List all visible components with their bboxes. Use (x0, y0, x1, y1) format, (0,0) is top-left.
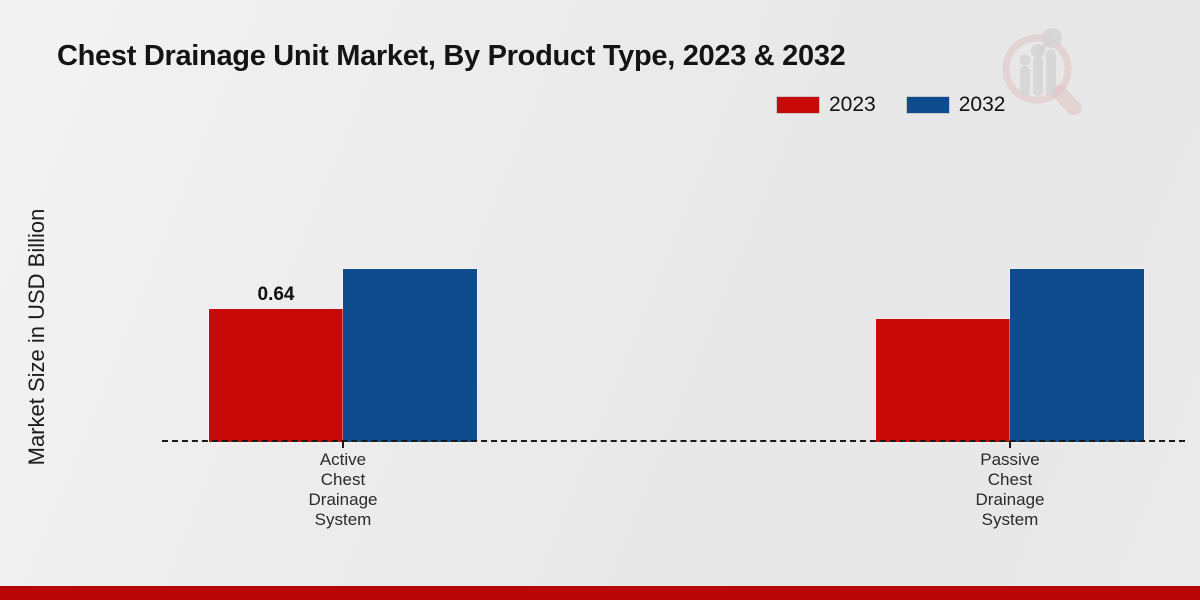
bar-value-label: 0.64 (257, 284, 295, 305)
legend-label-2032: 2032 (958, 93, 1006, 116)
legend-item-2032: 2032 (905, 93, 1006, 117)
chart-title: Chest Drainage Unit Market, By Product T… (57, 40, 846, 72)
x-axis-baseline (162, 440, 1185, 442)
legend-label-2023: 2023 (829, 93, 876, 116)
magnifier-bar-chart-logo-watermark (1002, 28, 1082, 115)
legend-swatch-2032 (905, 96, 950, 114)
footer-accent-band (0, 586, 1200, 600)
category-label: Active Chest Drainage System (308, 450, 378, 529)
category-label: Passive Chest Drainage System (975, 450, 1045, 529)
x-axis-tick (342, 441, 344, 448)
bar-2032-category-1 (1010, 269, 1144, 442)
legend-swatch-2023 (776, 96, 820, 114)
bar-2023-category-1 (876, 319, 1010, 442)
legend: 2023 2032 (776, 93, 1005, 117)
x-axis-tick (1009, 441, 1011, 448)
bar-2032-category-0 (343, 269, 477, 442)
legend-item-2023: 2023 (776, 93, 876, 117)
bar-2023-category-0 (209, 309, 343, 442)
